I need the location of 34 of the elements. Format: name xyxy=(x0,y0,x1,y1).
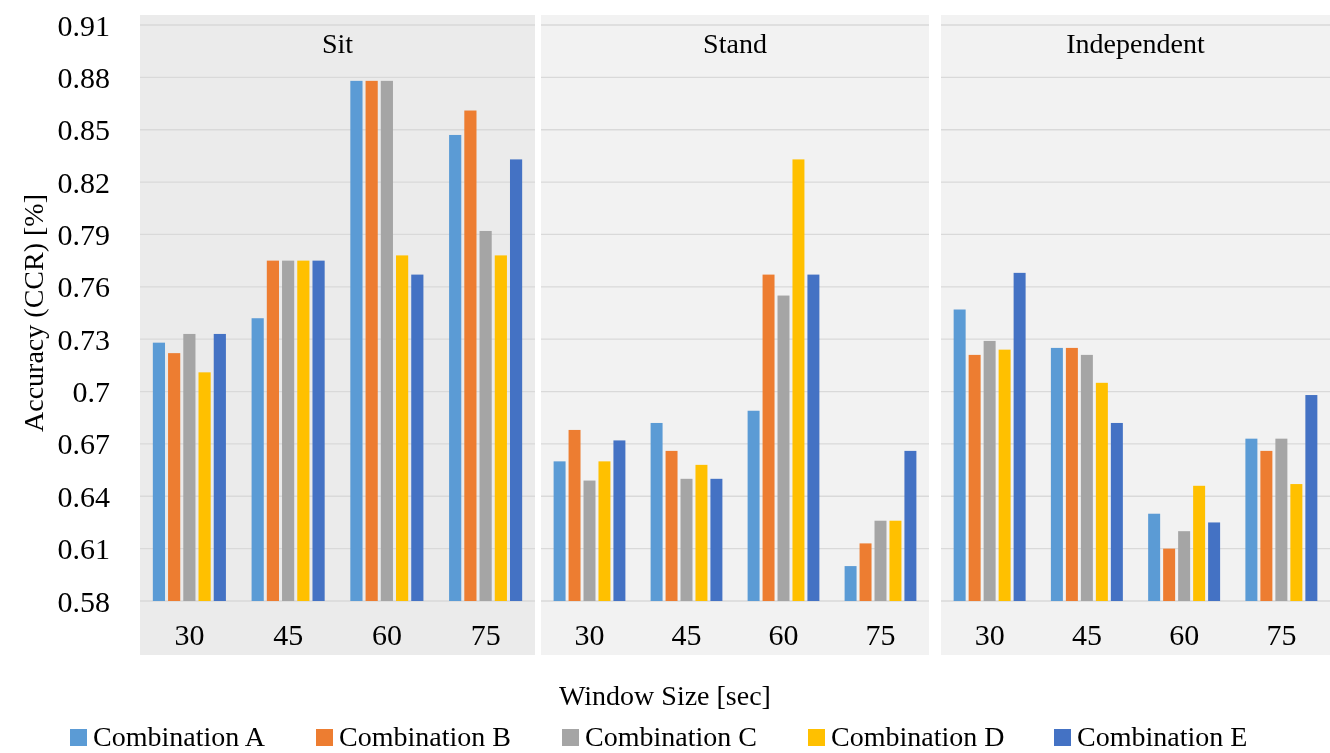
legend-label: Combination A xyxy=(93,721,266,752)
x-tick-label: 75 xyxy=(1266,618,1297,651)
x-tick-label: 60 xyxy=(371,618,402,651)
x-tick-label: 30 xyxy=(574,618,605,651)
x-tick-label: 45 xyxy=(273,618,304,651)
x-tick-label: 30 xyxy=(974,618,1005,651)
y-tick-label: 0.85 xyxy=(57,113,110,147)
y-tick-label: 0.7 xyxy=(72,375,110,409)
y-tick-label: 0.79 xyxy=(57,217,110,251)
x-tick-label: 45 xyxy=(1071,618,1102,651)
y-axis-title: Accuracy (CCR) [%] xyxy=(18,194,49,432)
legend-label: Combination E xyxy=(1077,721,1248,752)
y-tick-label: 0.82 xyxy=(57,165,110,199)
y-tick-label: 0.88 xyxy=(57,60,110,94)
chart-title: Sit xyxy=(321,28,354,59)
y-tick-label: 0.73 xyxy=(57,322,110,356)
legend-label: Combination D xyxy=(831,721,1005,752)
x-tick-label: 30 xyxy=(174,618,205,651)
y-tick-label: 0.58 xyxy=(57,584,110,618)
y-tick-label: 0.67 xyxy=(57,427,110,461)
chart-title: Independent xyxy=(1066,28,1205,59)
y-tick-label: 0.61 xyxy=(57,532,110,566)
legend-label: Combination B xyxy=(339,721,511,752)
y-tick-label: 0.76 xyxy=(57,270,110,304)
x-axis-title: Window Size [sec] xyxy=(559,680,771,711)
x-tick-label: 75 xyxy=(470,618,501,651)
x-tick-label: 60 xyxy=(1169,618,1200,651)
y-tick-label: 0.64 xyxy=(57,479,110,513)
x-tick-label: 45 xyxy=(671,618,702,651)
y-tick-label: 0.91 xyxy=(57,8,110,42)
x-tick-label: 75 xyxy=(865,618,896,651)
legend-label: Combination C xyxy=(585,721,757,752)
x-tick-label: 60 xyxy=(768,618,799,651)
chart-title: Stand xyxy=(703,28,767,59)
